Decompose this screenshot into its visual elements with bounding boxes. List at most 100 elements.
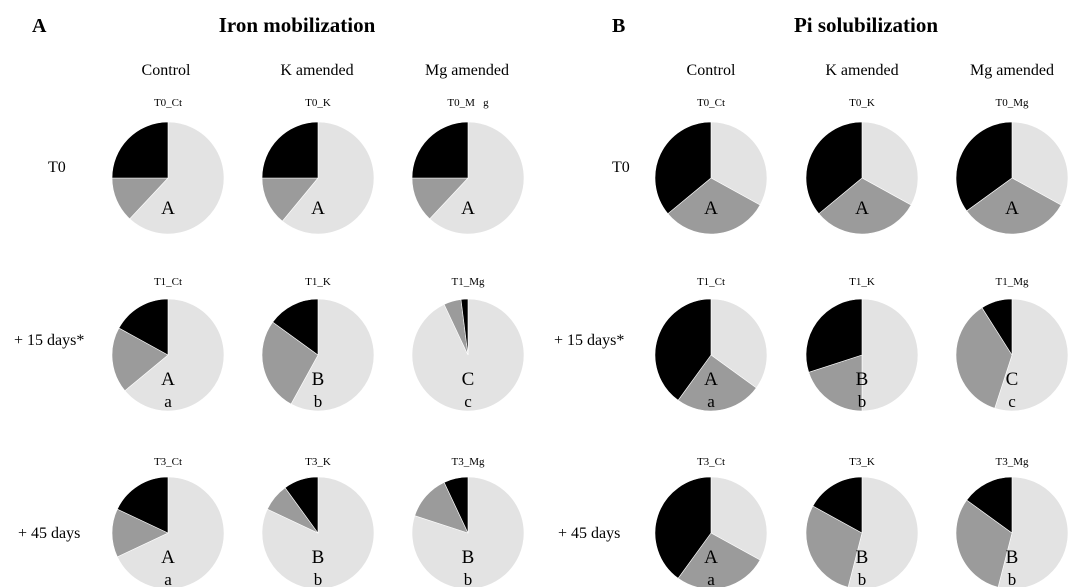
significance-letter-upper: A [704,369,718,390]
pie-light-slice [997,476,1069,587]
pie-chart: T1_Ct Aa [654,276,768,412]
pie-light-slice [124,298,225,412]
pie-label: T0_Mg [996,97,1030,109]
panel-b-title: Pi solubilization [794,13,938,37]
pie-grey-slice [818,177,912,235]
significance-letter-upper: A [704,547,718,568]
panel-b-letter: B [612,15,625,37]
pie-light-slice [281,121,375,235]
significance-letter-lower: b [858,570,867,587]
pie-light-slice [129,121,225,235]
pie-light-slice [429,121,525,235]
pie-chart: T1_Mg Cc [411,276,525,412]
panel-b-col-mg: Mg amended [970,62,1054,79]
pie-grey-slice [955,307,1013,409]
significance-letter-lower: b [314,392,323,411]
pie-grey-slice [955,499,1013,587]
pie-label: T3_Mg [996,456,1030,468]
pie-label: T1_K [305,276,331,288]
pie-black-slice [654,121,712,215]
panel-a-row-15days: + 15 days* [14,332,84,349]
pie-label: T1_Mg [452,276,486,288]
panel-a-row-45days: + 45 days [18,525,80,542]
pie-chart: T1_Ct Aa [111,276,225,412]
pie-label: T0_K [849,97,875,109]
pie-chart: T0_Mg A [955,97,1069,235]
pie-grey-slice [805,505,863,587]
pie-label: T1_Ct [697,276,725,288]
pie-label: T1_K [849,276,875,288]
significance-letter-lower: a [164,392,172,411]
pie-chart: T3_Ct Aa [111,456,225,587]
pie-label: T3_K [849,456,875,468]
pie-black-slice [981,298,1013,357]
pie-black-slice [116,476,169,534]
significance-letter-lower: a [164,570,172,587]
pie-grey-slice [667,177,761,235]
significance-letter-upper: A [1005,198,1019,219]
pie-black-slice [805,298,863,373]
pie-chart: T3_K Bb [805,456,919,587]
pie-black-slice [284,476,319,534]
pie-label: T0_K [305,97,331,109]
significance-letter-upper: A [461,198,475,219]
pie-light-slice [710,476,768,561]
pie-light-slice [411,476,525,587]
pie-light-slice [861,298,919,412]
panel-a-col-mg: Mg amended [425,62,509,79]
significance-letter-upper: A [704,198,718,219]
pie-chart: T0_K A [261,97,375,235]
pie-grey-slice [261,321,319,405]
pie-light-slice [710,121,768,206]
pie-grey-slice [966,177,1062,235]
panel-a-col-k: K amended [280,62,353,79]
panel-a-letter: A [32,15,47,37]
pie-black-slice [443,476,469,534]
pie-grey-slice [111,327,169,392]
pie-black-slice [261,121,319,179]
panel-a-col-control: Control [142,62,191,79]
pie-light-slice [1011,121,1069,206]
pie-label: T0_M g [447,97,489,109]
pie-black-slice [411,121,469,179]
pie-chart: T1_K Bb [261,276,375,412]
significance-letter-lower: b [858,392,867,411]
pie-grey-slice [677,354,757,412]
significance-letter-upper: A [161,547,175,568]
significance-letter-lower: b [314,570,323,587]
panel-a-title: Iron mobilization [219,13,376,37]
pie-chart: T3_K Bb [261,456,375,587]
pie-grey-slice [677,532,761,587]
panel-b-row-45days: + 45 days [558,525,620,542]
pie-label: T3_Mg [452,456,486,468]
pie-chart: T0_M g A [411,97,525,235]
pie-black-slice [460,298,469,356]
significance-letter-lower: a [707,570,715,587]
significance-letter-lower: c [1008,392,1016,411]
pie-light-slice [847,476,919,587]
pie-chart: T1_K Bb [805,276,919,412]
pie-chart: T3_Mg Bb [411,456,525,587]
pie-black-slice [654,476,712,579]
panel-b-col-control: Control [687,62,736,79]
pie-grey-slice [808,354,863,412]
significance-letter-upper: B [856,547,869,568]
pie-label: T0_Ct [697,97,725,109]
significance-letter-upper: B [462,547,475,568]
significance-letter-upper: A [855,198,869,219]
pie-black-slice [812,476,863,534]
panel-a-row-t0: T0 [48,159,66,176]
pie-black-slice [955,121,1013,212]
pie-light-slice [861,121,919,206]
panel-b-row-t0: T0 [612,159,630,176]
pie-label: T0_Ct [154,97,182,109]
pie-chart: T1_Mg Cc [955,276,1069,412]
significance-letter-lower: c [464,392,472,411]
pie-black-slice [272,298,319,356]
pie-light-slice [116,476,225,587]
significance-letter-upper: A [311,198,325,219]
pie-label: T3_Ct [697,456,725,468]
significance-letter-upper: B [312,369,325,390]
significance-letter-upper: A [161,198,175,219]
